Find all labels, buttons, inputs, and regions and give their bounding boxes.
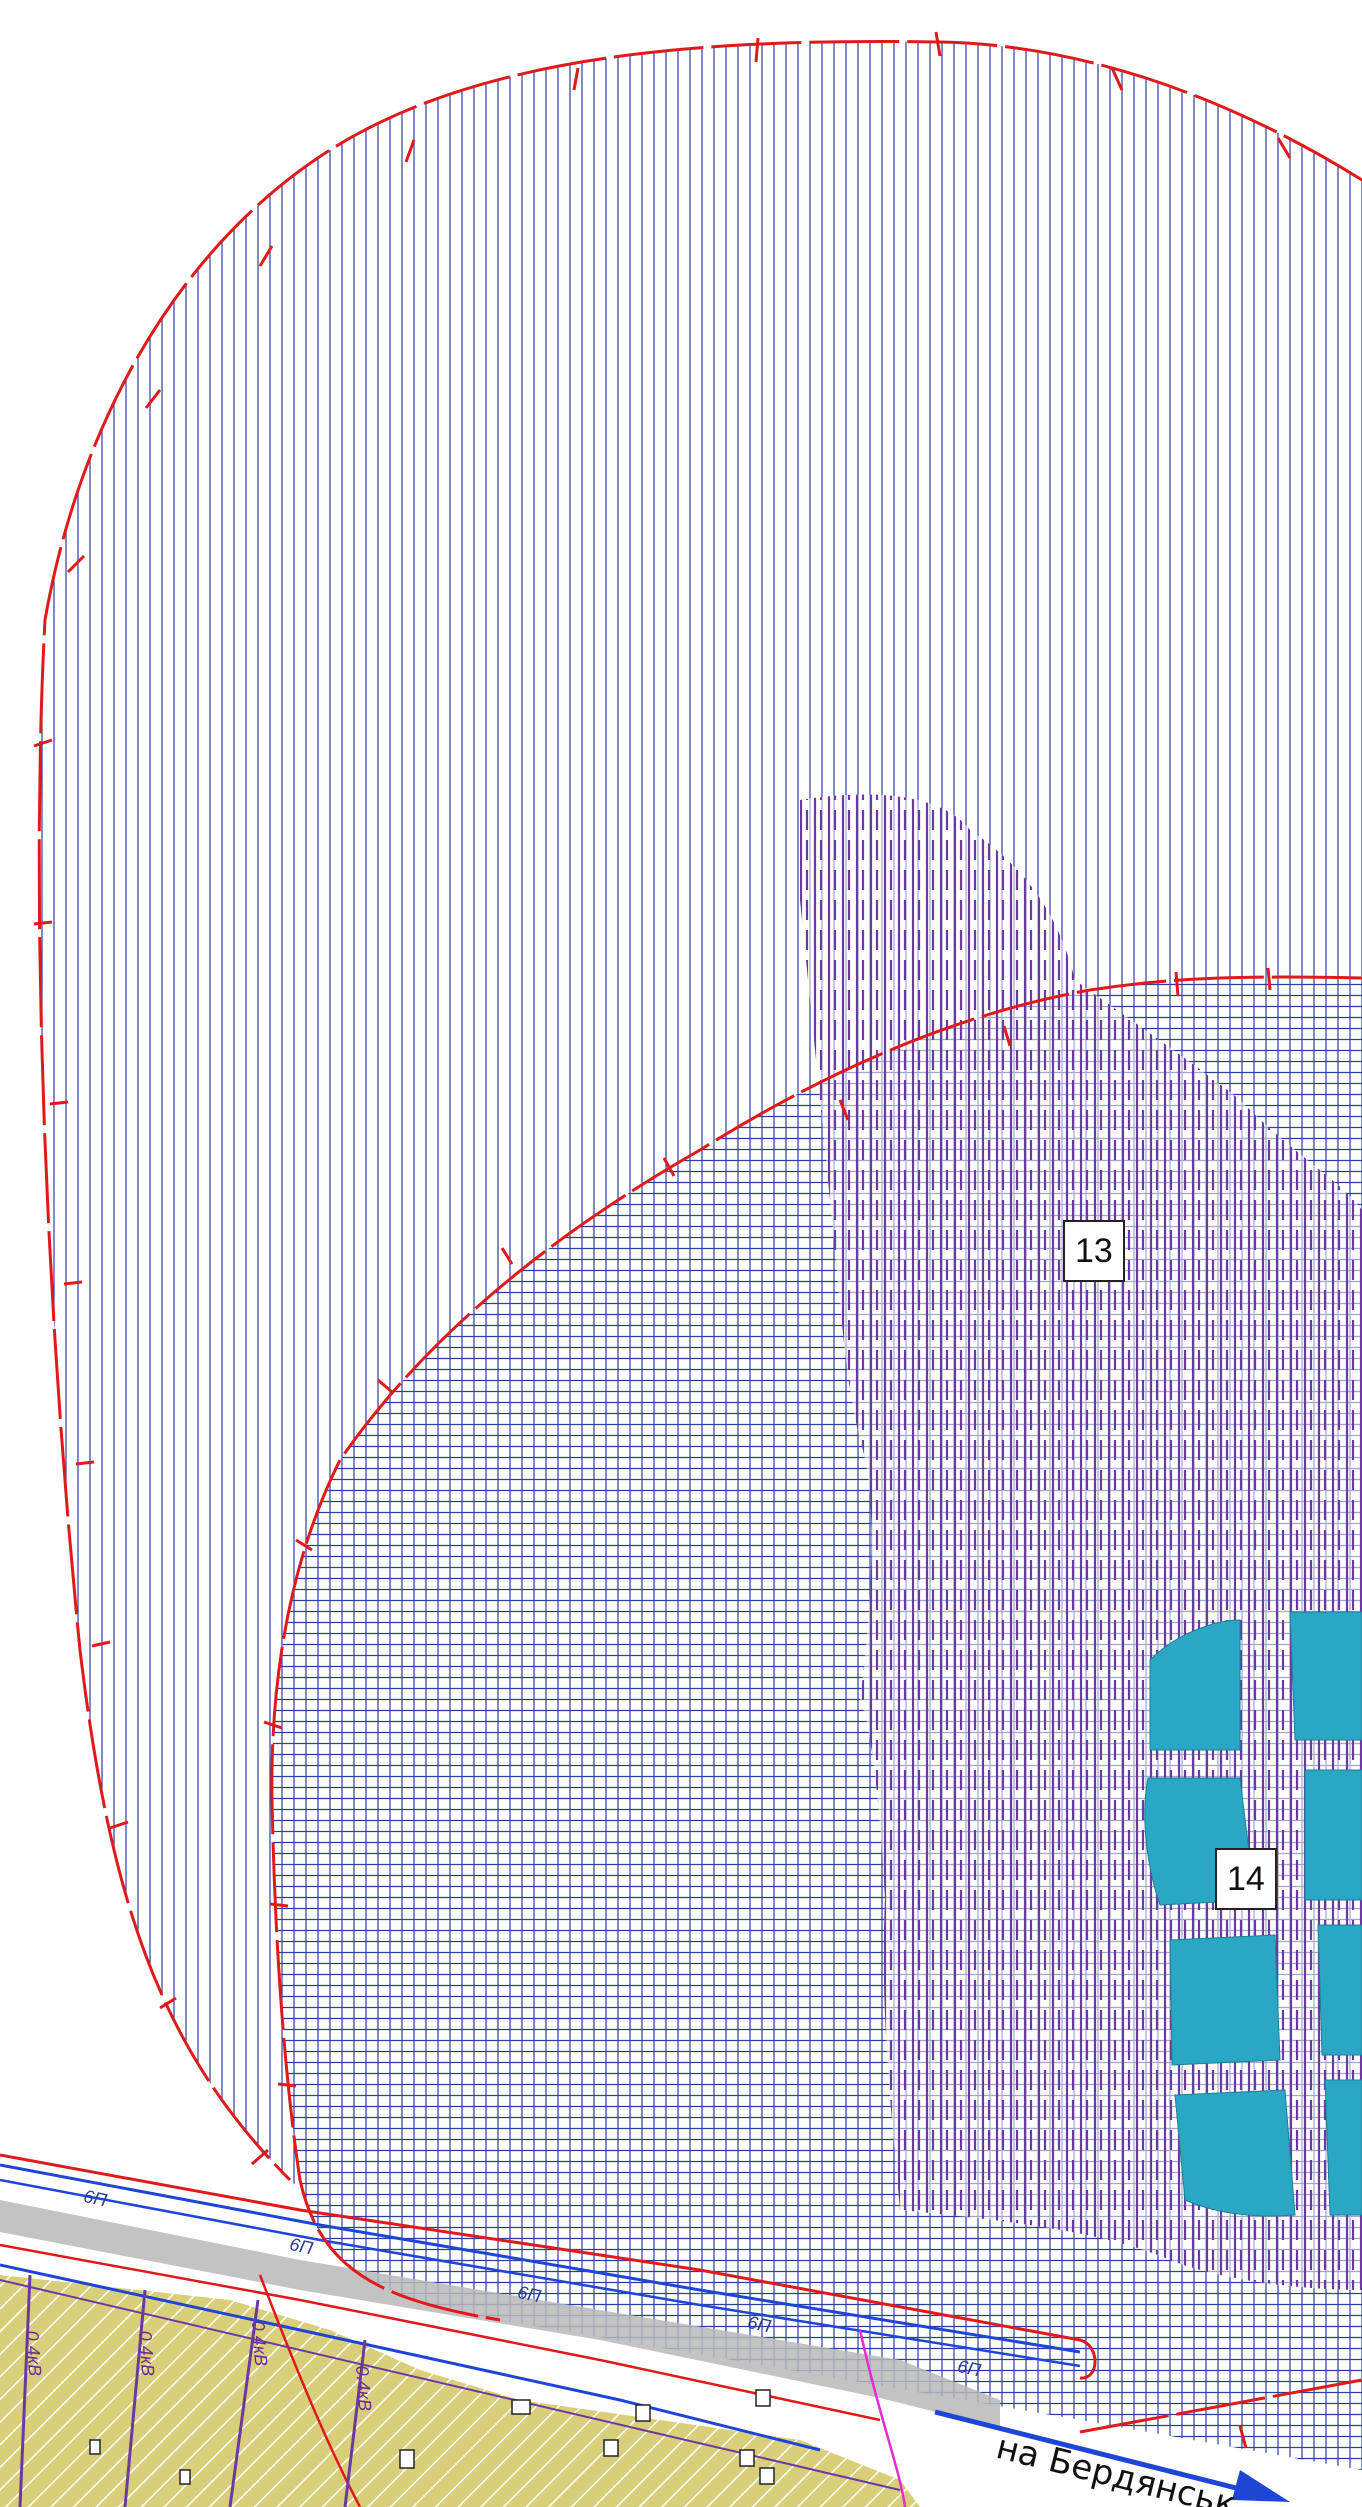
line-mark: 6П	[81, 2186, 109, 2211]
road-band	[0, 2200, 1000, 2428]
building	[739, 2449, 755, 2467]
building	[179, 2469, 191, 2485]
cable-mark: 0.4кВ	[22, 2330, 46, 2377]
water-block-4	[1304, 1769, 1362, 1901]
corridors	[0, 2153, 1097, 2507]
direction-arrow	[934, 2409, 1290, 2502]
corridor-blue-3	[0, 2263, 821, 2452]
building	[635, 2404, 651, 2422]
boundary-ticks	[33, 31, 1292, 2449]
cable-line-2	[123, 2289, 147, 2507]
building	[755, 2389, 771, 2407]
building	[603, 2439, 619, 2457]
water-block-2	[1289, 1611, 1362, 1741]
corridor-blue-2	[0, 2178, 1081, 2368]
outer-boundary	[37, 39, 1362, 2182]
cable-line-1	[18, 2274, 32, 2507]
water-block-6	[1317, 1924, 1362, 2056]
building	[399, 2449, 415, 2469]
line-mark: 6П	[515, 2282, 543, 2307]
water-block-8	[1324, 2079, 1362, 2216]
line-mark: 6П	[745, 2312, 773, 2337]
building	[89, 2439, 101, 2455]
water-block-7	[1174, 2089, 1296, 2217]
corridor-red-1	[0, 2153, 1097, 2380]
cable-mark: 0.4кВ	[352, 2365, 376, 2412]
cable-mark: 0.4кВ	[248, 2320, 272, 2367]
magenta-line	[858, 2329, 907, 2507]
zone-label-13: 13	[1063, 1220, 1125, 1282]
zone-label-14: 14	[1215, 1848, 1277, 1910]
water-block-1	[1149, 1619, 1241, 1751]
cable-lines	[18, 2274, 367, 2507]
water-block-5	[1169, 1934, 1281, 2066]
cable-mark: 0.4кВ	[135, 2330, 159, 2377]
corridor-blue-1	[0, 2163, 1081, 2354]
corridor-red-2	[0, 2243, 881, 2422]
building	[511, 2399, 531, 2415]
buildings	[89, 2389, 775, 2485]
building	[759, 2467, 775, 2485]
cable-line-3	[228, 2299, 260, 2507]
cable-line-4	[343, 2339, 367, 2507]
line-mark: 6П	[955, 2356, 983, 2381]
inner-boundary	[270, 975, 1362, 2322]
line-mark: 6П	[287, 2234, 315, 2259]
inner-boundary-bottom	[1079, 2378, 1362, 2434]
